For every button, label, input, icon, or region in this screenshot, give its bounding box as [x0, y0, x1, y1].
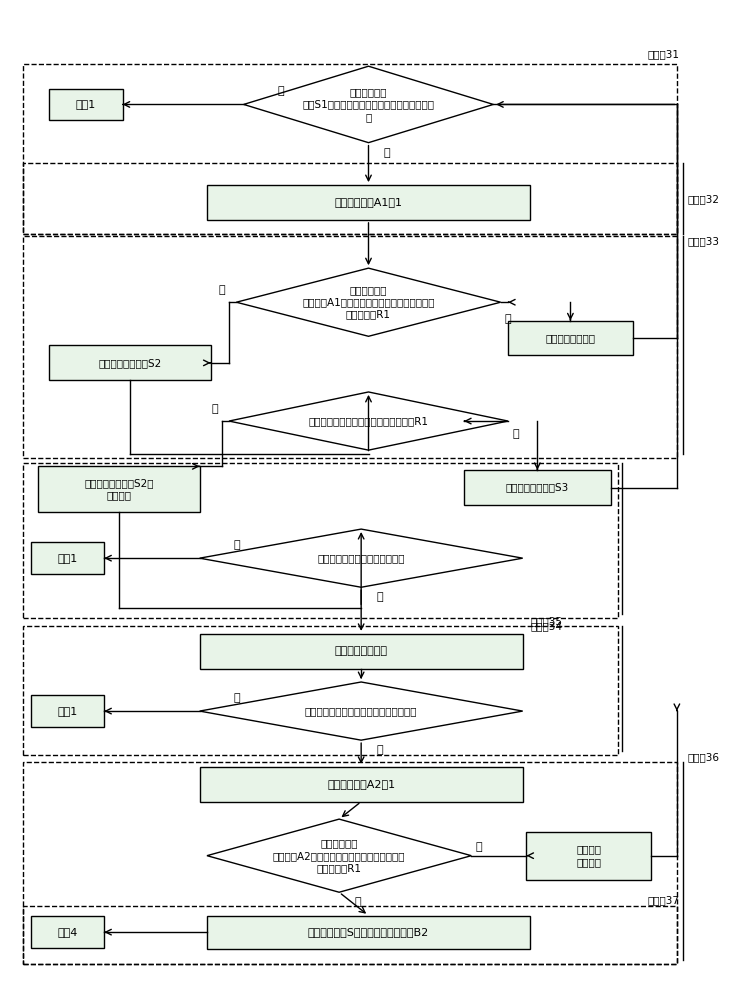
Polygon shape: [200, 682, 523, 740]
FancyBboxPatch shape: [49, 89, 122, 120]
Text: 判断开始触摸
状态S1中的当前电容参数是否大于前一电容参
数: 判断开始触摸 状态S1中的当前电容参数是否大于前一电容参 数: [302, 87, 435, 122]
Text: 继续获取电容参数: 继续获取电容参数: [545, 333, 595, 343]
Text: 是: 是: [383, 148, 390, 158]
Text: 计算正在触摸状态S2的
持续时间: 计算正在触摸状态S2的 持续时间: [84, 478, 153, 500]
Bar: [24, 906, 677, 964]
Text: 判断是否第一
累加变量A1大于第一预设值且当前电容参数大
于第一阈值R1: 判断是否第一 累加变量A1大于第一预设值且当前电容参数大 于第一阈值R1: [302, 285, 435, 320]
Text: 子步骤33: 子步骤33: [688, 236, 720, 246]
Text: 判断是否第二
累加变量A2大于第二预设值且当前电容参数小
于第一阈值R1: 判断是否第二 累加变量A2大于第二预设值且当前电容参数小 于第一阈值R1: [273, 838, 405, 873]
Bar: [24, 163, 677, 234]
Text: 第一累加变量A1加1: 第一累加变量A1加1: [335, 197, 402, 207]
Text: 继续获取
电容参数: 继续获取 电容参数: [576, 844, 601, 867]
Text: 判断当前电容参数是否小于前一电容参数: 判断当前电容参数是否小于前一电容参数: [305, 706, 417, 716]
Polygon shape: [207, 819, 471, 892]
FancyBboxPatch shape: [200, 767, 523, 802]
Bar: [24, 626, 618, 755]
FancyBboxPatch shape: [31, 916, 104, 948]
Text: 步骤4: 步骤4: [57, 927, 77, 937]
Text: 获取触摸状态S下的第二电容参数集B2: 获取触摸状态S下的第二电容参数集B2: [308, 927, 429, 937]
Text: 是: 是: [376, 592, 383, 602]
Bar: [24, 64, 677, 234]
Polygon shape: [237, 268, 500, 336]
Text: 子步骤32: 子步骤32: [688, 194, 720, 204]
Text: 是: 是: [354, 897, 361, 907]
Bar: [24, 762, 677, 964]
Polygon shape: [229, 392, 508, 450]
Text: 步骤1: 步骤1: [57, 706, 77, 716]
FancyBboxPatch shape: [207, 916, 530, 949]
Text: 子步骤35: 子步骤35: [530, 616, 562, 626]
Text: 是: 是: [376, 745, 383, 755]
Text: 否: 否: [233, 693, 240, 703]
FancyBboxPatch shape: [49, 345, 211, 380]
Bar: [24, 236, 677, 458]
Text: 判断持续时间是否小于预设时间: 判断持续时间是否小于预设时间: [318, 553, 405, 563]
Polygon shape: [244, 66, 493, 143]
Text: 否: 否: [512, 429, 519, 439]
Text: 否: 否: [505, 314, 511, 324]
Text: 子步骤37: 子步骤37: [648, 896, 680, 906]
Text: 步骤1: 步骤1: [57, 553, 77, 563]
Text: 否: 否: [277, 86, 284, 96]
Text: 是: 是: [219, 285, 226, 295]
Text: 否: 否: [233, 540, 240, 550]
Text: 子步骤31: 子步骤31: [648, 50, 680, 60]
Text: 继续获取电容参数: 继续获取电容参数: [335, 646, 388, 656]
Text: 第二累加变量A2加1: 第二累加变量A2加1: [327, 779, 395, 789]
Text: 子步骤34: 子步骤34: [530, 621, 562, 631]
Text: 否: 否: [475, 842, 482, 852]
Text: 判断当前电容参数是否不小于第一阈值R1: 判断当前电容参数是否不小于第一阈值R1: [309, 416, 428, 426]
FancyBboxPatch shape: [200, 634, 523, 669]
Text: 进入正在触摸状态S2: 进入正在触摸状态S2: [98, 358, 161, 368]
FancyBboxPatch shape: [31, 695, 104, 727]
Text: 是: 是: [212, 404, 218, 414]
FancyBboxPatch shape: [31, 542, 104, 574]
FancyBboxPatch shape: [508, 320, 633, 355]
Bar: [24, 463, 618, 618]
Polygon shape: [200, 529, 523, 587]
Text: 子步骤36: 子步骤36: [688, 752, 720, 762]
Text: 进入触摸完成状态S3: 进入触摸完成状态S3: [506, 483, 569, 493]
FancyBboxPatch shape: [464, 470, 611, 505]
FancyBboxPatch shape: [38, 466, 200, 512]
Text: 步骤1: 步骤1: [76, 99, 96, 109]
FancyBboxPatch shape: [526, 832, 652, 880]
FancyBboxPatch shape: [207, 185, 530, 220]
